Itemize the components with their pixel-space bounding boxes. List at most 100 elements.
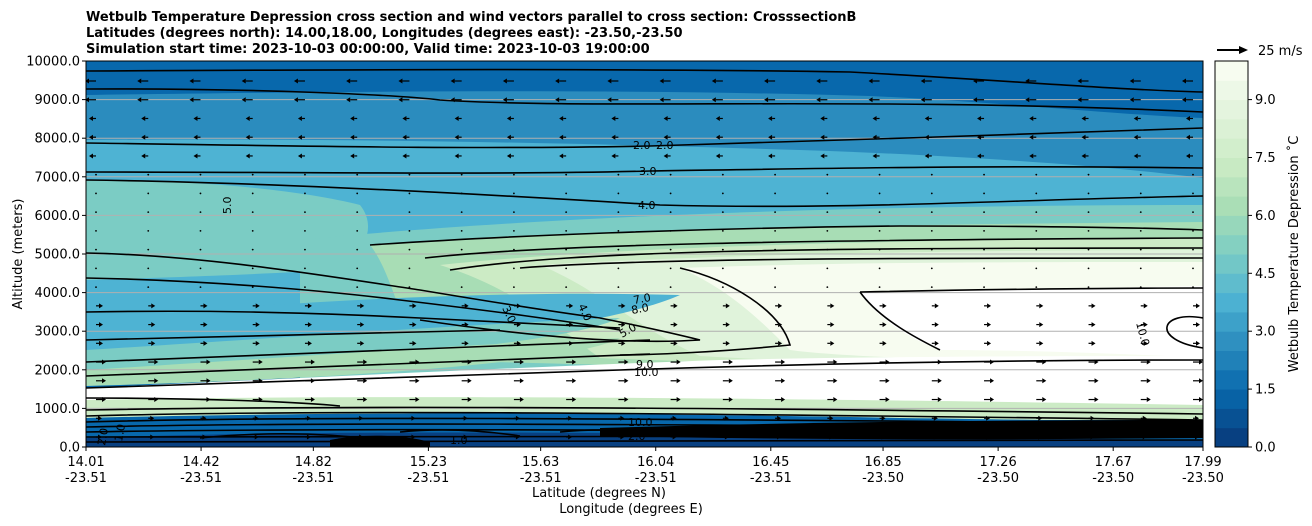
wind-vector-head (624, 359, 629, 365)
wind-vector (408, 267, 411, 270)
wind-vector-head (1146, 397, 1151, 403)
wind-vector (721, 173, 724, 176)
wind-vector-head (360, 340, 365, 346)
wind-vector-head (206, 359, 211, 365)
wind-vector-head (1094, 378, 1099, 384)
wind-vector-head (151, 340, 156, 346)
wind-vector-head (569, 303, 574, 309)
wind-vector-head (467, 397, 472, 403)
chart-title-line-3: Simulation start time: 2023-10-03 00:00:… (86, 42, 650, 57)
contour-label: 10.0 (634, 366, 659, 379)
wind-vector-head (885, 397, 890, 403)
wind-vector-head (1129, 78, 1134, 84)
contour-line (86, 339, 651, 363)
wind-vector (774, 229, 776, 232)
wind-vector-head (829, 415, 834, 421)
contour-line (369, 225, 1203, 246)
wind-vector-head (307, 322, 312, 328)
wind-vector-head (519, 397, 524, 403)
wind-vector-head (977, 115, 982, 121)
wind-vector (826, 267, 829, 270)
wind-vector (826, 211, 829, 214)
wind-vector-head (350, 134, 355, 140)
wind-vector (617, 229, 620, 232)
colorbar-segment (1215, 408, 1248, 429)
wind-vector-head (1199, 397, 1203, 403)
contour-line (86, 179, 1203, 208)
y-tick-label: 10000.0 (26, 55, 80, 70)
wind-vector (199, 192, 202, 195)
wind-vector-head (607, 78, 612, 84)
contour-label: 9.0 (636, 358, 654, 371)
colorbar-segment (1215, 61, 1248, 81)
contour-line (859, 287, 1203, 293)
wind-vector-head (193, 134, 198, 140)
wind-vector-head (728, 359, 733, 365)
contour-label: 3.0 (639, 165, 657, 178)
y-tick-label: 9000.0 (35, 93, 81, 108)
colorbar-segment (1215, 138, 1248, 158)
colorbar-label: Wetbulb Temperature Depression ˚C (1286, 136, 1302, 373)
wind-vector (304, 211, 306, 214)
wind-vector (878, 286, 881, 289)
contour-line (86, 359, 1203, 389)
wind-vector-head (987, 303, 992, 309)
wind-vector (408, 173, 411, 176)
wind-vector-head (141, 153, 146, 159)
quiver-key-label: 25 m/s (1258, 44, 1303, 59)
wind-vector-head (398, 78, 403, 84)
contour-line (86, 397, 341, 407)
wind-vector-head (1091, 303, 1096, 309)
wind-vector (669, 173, 672, 176)
wind-vector-head (559, 153, 564, 159)
wind-vector-head (310, 359, 315, 365)
wind-vector-head (624, 378, 629, 384)
wind-vector-head (663, 115, 668, 121)
wind-vector (1087, 267, 1090, 270)
contour-line (859, 291, 941, 351)
wind-vector-head (1133, 115, 1138, 121)
wind-vector-head (255, 303, 260, 309)
colorbar-segment (1215, 350, 1248, 371)
x-tick-label-lon: -23.51 (635, 471, 677, 486)
wind-vector (721, 248, 724, 251)
wind-vector (147, 248, 150, 251)
wind-vector-head (203, 322, 208, 328)
wind-vector (983, 229, 985, 232)
wind-vector-head (454, 115, 459, 121)
wind-vector-head (725, 303, 730, 309)
wind-vector (147, 211, 150, 214)
wind-vector-head (885, 378, 890, 384)
wind-vector-head (86, 78, 89, 84)
colorbar-segment (1215, 157, 1248, 178)
colorbar-segment (1215, 196, 1248, 216)
wind-vector-head (1143, 340, 1148, 346)
wind-vector (147, 173, 150, 176)
wind-vector-head (1081, 134, 1086, 140)
wind-vector (147, 192, 150, 195)
wind-vector-head (1186, 115, 1190, 121)
wind-vector-head (189, 78, 194, 84)
wind-vector (147, 229, 150, 232)
wind-vector-head (820, 134, 825, 140)
wind-vector-head (768, 153, 773, 159)
wind-vector-head (778, 340, 783, 346)
x-tick-label-lon: -23.51 (65, 471, 107, 486)
wind-vector-head (412, 303, 417, 309)
x-tick-label-lon: -23.50 (1182, 471, 1224, 486)
wind-vector (251, 267, 254, 270)
wind-vector (617, 192, 620, 195)
wind-vector-head (150, 415, 155, 421)
wind-vector (356, 211, 359, 214)
wind-vector (826, 229, 829, 232)
wind-vector (304, 286, 306, 289)
wind-vector (1192, 192, 1194, 195)
y-tick-label: 3000.0 (35, 325, 81, 340)
contour-line (399, 429, 521, 437)
colorbar-segment (1215, 80, 1248, 101)
wind-vector (199, 248, 202, 251)
contour-lines (86, 68, 1203, 443)
wind-vector (774, 192, 776, 195)
wind-vector-head (781, 359, 786, 365)
wind-vector-head (1039, 303, 1044, 309)
